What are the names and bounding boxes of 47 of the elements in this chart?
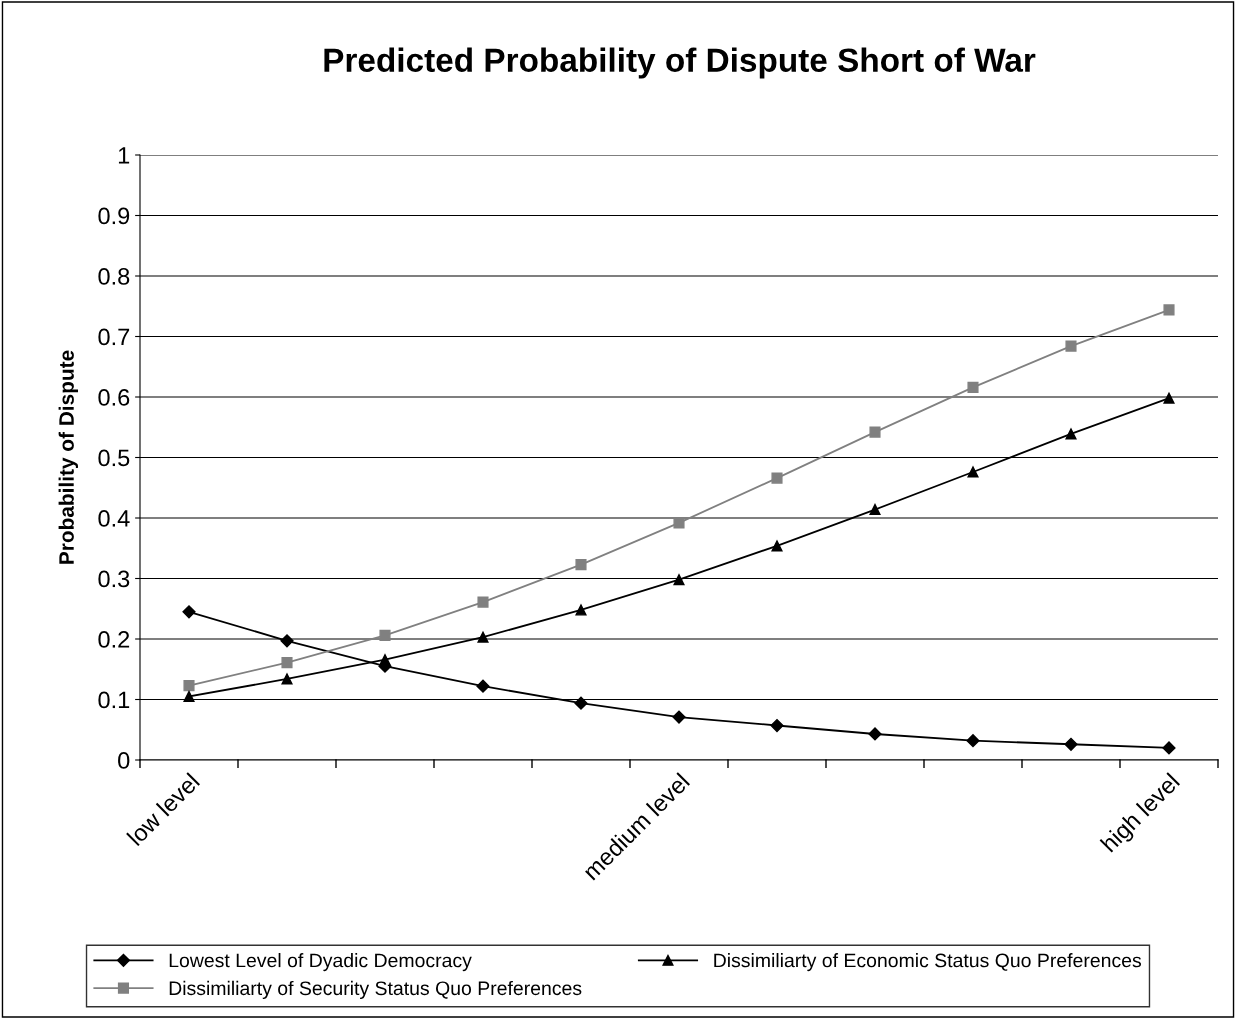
point [771, 540, 783, 552]
point [1064, 737, 1078, 751]
point [281, 657, 293, 669]
legend-label: Dissimiliarty of Security Status Quo Preferences [169, 980, 582, 999]
point [1065, 428, 1077, 440]
point [575, 604, 587, 616]
point [771, 472, 783, 484]
y-tick-label: 0.8 [98, 268, 130, 285]
legend-label: Lowest Level of Dyadic Democracy [169, 953, 472, 972]
point [574, 696, 588, 710]
y-tick-label: 0.1 [98, 691, 130, 709]
point [575, 559, 587, 571]
point [476, 679, 490, 693]
y-tick-label: 0.7 [98, 328, 130, 346]
y-tick-label: 0.9 [98, 207, 130, 225]
point [869, 503, 881, 516]
point [868, 727, 882, 741]
point [1163, 304, 1175, 316]
point [281, 673, 293, 685]
point [1162, 741, 1176, 755]
y-tick-label: 0.3 [98, 570, 130, 588]
legend-label: Dissimiliarty of Economic Status Quo Preferences [714, 953, 1142, 972]
point [1163, 392, 1175, 404]
point [183, 690, 195, 703]
y-tick-label: 1 [118, 147, 130, 164]
point [182, 605, 196, 619]
point [379, 654, 391, 666]
y-tick-label: 0 [118, 752, 130, 769]
y-axis-title: Probability of Dispute [58, 350, 79, 564]
y-tick-label: 0.5 [98, 449, 130, 467]
point [477, 596, 489, 608]
point [477, 631, 489, 643]
chart-title: Predicted Probability of Dispute Short of War [324, 47, 1036, 79]
point [280, 634, 294, 648]
point [379, 629, 391, 641]
point [1065, 340, 1077, 352]
y-tick-label: 0.2 [98, 631, 130, 648]
point [673, 574, 685, 586]
point [770, 718, 784, 733]
point [869, 426, 881, 438]
point [672, 710, 686, 724]
point [183, 680, 195, 692]
point [966, 734, 980, 748]
point [967, 466, 979, 478]
y-tick-label: 0.6 [98, 389, 130, 406]
point [967, 381, 979, 393]
y-tick-label: 0.4 [98, 510, 130, 527]
